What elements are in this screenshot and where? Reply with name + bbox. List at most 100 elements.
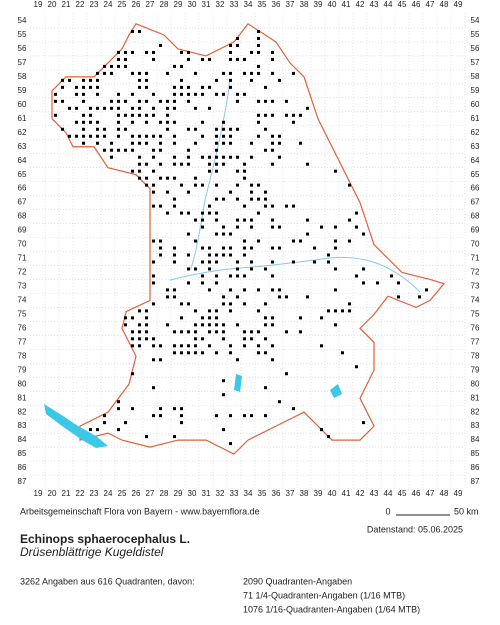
record [292, 260, 295, 264]
record [236, 274, 239, 278]
record [306, 162, 309, 166]
record [215, 323, 218, 327]
record [257, 134, 260, 138]
record [208, 169, 211, 173]
row-label: 59 [18, 86, 27, 95]
record [257, 197, 260, 201]
record [250, 246, 253, 250]
record [68, 134, 71, 138]
record [271, 316, 274, 320]
record [222, 225, 225, 229]
record [180, 64, 183, 68]
record [82, 127, 85, 131]
record [103, 106, 106, 110]
record [138, 71, 141, 75]
scale-start: 0 [385, 506, 390, 516]
record [173, 162, 176, 166]
record [201, 323, 204, 327]
record [159, 253, 162, 257]
column-label: 28 [160, 489, 169, 498]
record [180, 407, 183, 411]
record [264, 197, 267, 201]
record [152, 50, 155, 54]
record [208, 162, 211, 166]
record [418, 295, 421, 299]
summary: 3262 Angaben aus 616 Quadranten, davon: [20, 576, 195, 586]
record [124, 57, 127, 61]
record [187, 85, 190, 89]
record [145, 120, 148, 124]
column-label: 32 [216, 489, 225, 498]
record [131, 134, 134, 138]
record [124, 64, 127, 68]
record [278, 141, 281, 145]
record [208, 344, 211, 348]
record [278, 288, 281, 292]
record [250, 330, 253, 334]
column-label: 30 [188, 0, 197, 9]
record [236, 169, 239, 173]
row-label: 61 [18, 114, 27, 123]
record [229, 414, 232, 418]
record [257, 330, 260, 334]
record [271, 218, 274, 222]
record [264, 323, 267, 327]
row-label: 57 [471, 58, 480, 67]
row-label: 58 [471, 72, 480, 81]
row-label: 66 [18, 184, 27, 193]
record [201, 225, 204, 229]
record [180, 85, 183, 89]
record [173, 351, 176, 355]
record [243, 162, 246, 166]
row-label: 73 [471, 282, 480, 291]
record [222, 393, 225, 397]
record [187, 50, 190, 54]
row-label: 79 [471, 365, 480, 374]
record [187, 302, 190, 306]
record [103, 148, 106, 152]
column-label: 42 [356, 489, 365, 498]
record [215, 183, 218, 187]
record [201, 120, 204, 124]
record [194, 127, 197, 131]
record [173, 141, 176, 145]
record [194, 337, 197, 341]
record [124, 148, 127, 152]
record [187, 190, 190, 194]
record [278, 155, 281, 159]
record [159, 344, 162, 348]
record [208, 267, 211, 271]
column-label: 47 [426, 0, 435, 9]
record [243, 218, 246, 222]
record [124, 421, 127, 425]
record [152, 169, 155, 173]
record [159, 407, 162, 411]
record [271, 246, 274, 250]
record [243, 71, 246, 75]
record [145, 316, 148, 320]
record [75, 106, 78, 110]
record [278, 134, 281, 138]
column-label: 43 [370, 489, 379, 498]
record [166, 113, 169, 117]
row-label: 67 [18, 198, 27, 207]
record [173, 435, 176, 439]
record [145, 113, 148, 117]
record [117, 120, 120, 124]
count: 2090 Quadranten-Angaben [243, 576, 352, 586]
record [229, 50, 232, 54]
record [82, 134, 85, 138]
record [138, 323, 141, 327]
record [215, 218, 218, 222]
record [236, 43, 239, 47]
record [173, 92, 176, 96]
record [362, 281, 365, 285]
record [229, 302, 232, 306]
record [313, 246, 316, 250]
record [138, 330, 141, 334]
column-label: 20 [48, 0, 57, 9]
record [201, 246, 204, 250]
column-label: 34 [244, 489, 253, 498]
record [222, 162, 225, 166]
record [229, 134, 232, 138]
